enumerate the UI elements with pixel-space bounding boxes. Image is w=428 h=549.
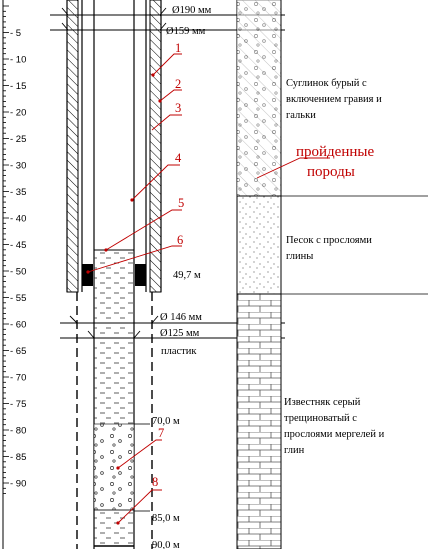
plastic-casing: [76, 292, 153, 549]
depth-tick-label: - 60: [10, 320, 26, 331]
outer-casing: [66, 0, 162, 293]
callout-8: 8: [152, 475, 158, 489]
depth-mark-70: 70,0 м: [152, 416, 180, 427]
depth-tick-labels: - 5 - 10 - 15 - 20 - 25 - 30 - 35 - 40 - 45 - 50 -…: [10, 28, 26, 490]
callout-5: 5: [178, 196, 184, 210]
depth-tick-label: - 5: [10, 28, 21, 39]
dim-plastic: пластик: [161, 346, 197, 357]
callout-1: 1: [175, 41, 181, 55]
packer-right: [135, 264, 146, 286]
layer-2-description: Песок с прослоями глины: [286, 235, 372, 262]
passed-rocks-leader: [256, 157, 330, 179]
dim-159: Ø159 мм: [166, 26, 206, 37]
filter-gravel: [93, 423, 135, 511]
svg-text:прослоями мергелей и: прослоями мергелей и: [284, 429, 385, 440]
svg-text:глин: глин: [284, 445, 305, 456]
dim-125: Ø125 мм: [160, 328, 200, 339]
depth-mark-49-7: 49,7 м: [173, 270, 201, 281]
svg-text:глины: глины: [286, 251, 313, 262]
depth-tick-label: - 10: [10, 55, 26, 66]
depth-tick-label: - 75: [10, 399, 26, 410]
depth-tick-label: - 90: [10, 479, 26, 490]
svg-text:трещиноватый с: трещиноватый с: [284, 413, 357, 424]
callout-leaders: [87, 53, 182, 524]
packer-left: [82, 264, 93, 286]
depth-tick-label: - 40: [10, 214, 26, 225]
depth-mark-90: 90,0 м: [152, 540, 180, 549]
depth-tick-label: - 35: [10, 187, 26, 198]
svg-text:Суглинок бурый с: Суглинок бурый с: [286, 78, 367, 89]
svg-text:включением гравия и: включением гравия и: [286, 94, 382, 105]
depth-tick-label: - 65: [10, 346, 26, 357]
depth-scale: - 5 - 10 - 15 - 20 - 25 - 30 - 35 - 40 - 45 - 50 -…: [2, 0, 26, 549]
dim-146: Ø 146 мм: [160, 312, 202, 323]
callout-6: 6: [177, 233, 183, 247]
passed-rocks-line2: породы: [307, 164, 355, 180]
depth-tick-label: - 55: [10, 293, 26, 304]
passed-rocks-line1: пройденные: [296, 144, 374, 160]
dim-190: Ø190 мм: [172, 5, 212, 16]
depth-tick-label: - 45: [10, 240, 26, 251]
svg-text:гальки: гальки: [286, 110, 316, 121]
depth-tick-label: - 85: [10, 452, 26, 463]
callout-2: 2: [175, 77, 181, 91]
depth-tick-label: - 15: [10, 81, 26, 92]
depth-tick-label: - 25: [10, 134, 26, 145]
cement-fill: [94, 250, 134, 292]
depth-tick-label: - 50: [10, 267, 26, 278]
depth-tick-label: - 70: [10, 373, 26, 384]
callout-7: 7: [158, 426, 164, 440]
callout-4: 4: [175, 151, 182, 165]
depth-tick-label: - 30: [10, 161, 26, 172]
depth-tick-label: - 80: [10, 426, 26, 437]
depth-ticks: [3, 5, 9, 495]
layer-3-description: Известняк серый трещиноватый с прослоями…: [284, 397, 385, 456]
layer-1-description: Суглинок бурый с включением гравия и гал…: [286, 78, 382, 121]
svg-text:Известняк серый: Известняк серый: [284, 397, 361, 408]
depth-tick-label: - 20: [10, 108, 26, 119]
svg-text:Песок с прослоями: Песок с прослоями: [286, 235, 372, 246]
steel-pipe: [81, 0, 147, 292]
sump: [93, 509, 135, 547]
callout-3: 3: [175, 101, 181, 115]
geology-column: [236, 0, 428, 549]
depth-mark-85: 85,0 м: [152, 513, 180, 524]
